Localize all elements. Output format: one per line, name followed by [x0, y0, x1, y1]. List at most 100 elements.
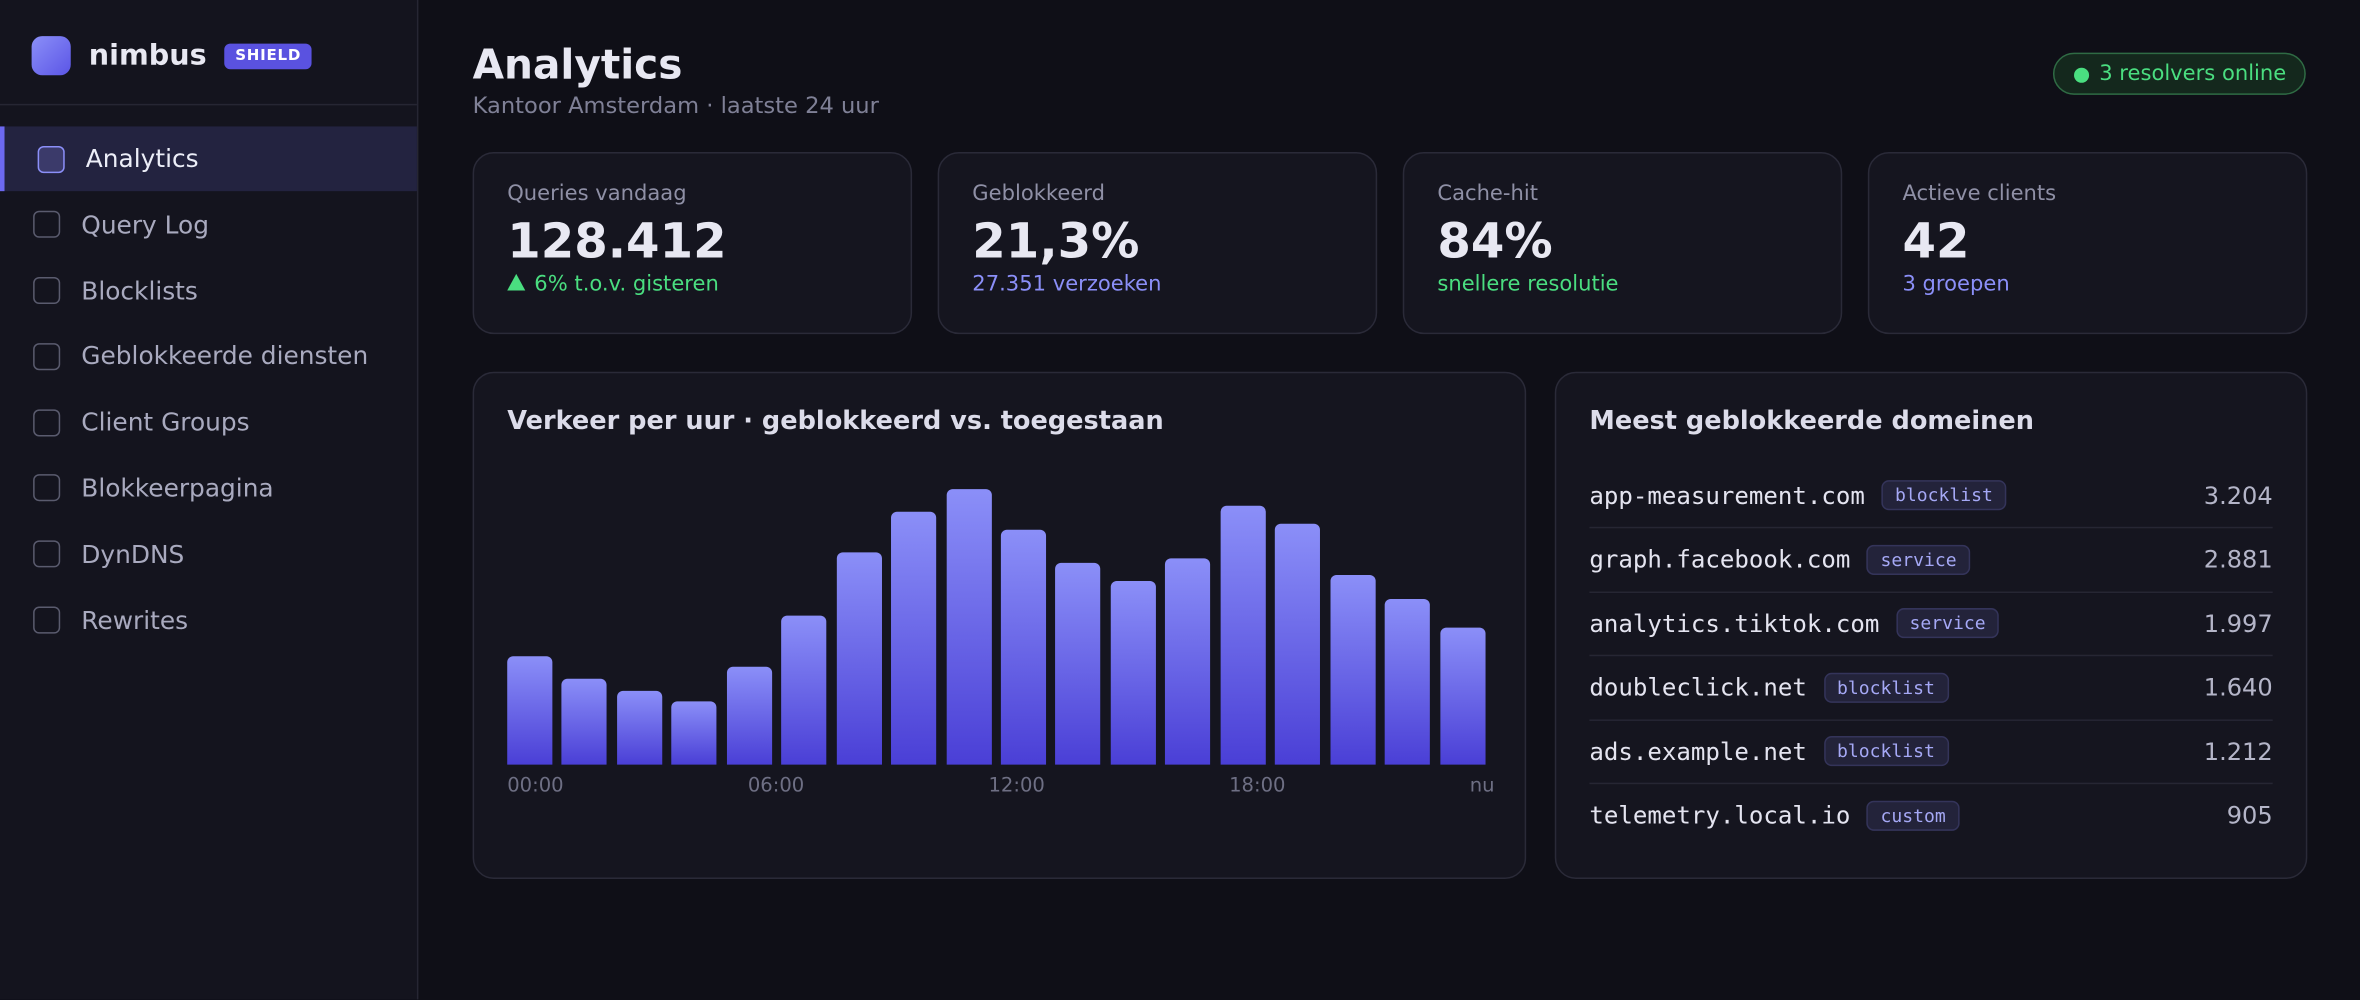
stat-label: Geblokkeerd — [972, 182, 1105, 207]
stat-value: 128.412 — [507, 212, 727, 270]
domain-row: telemetry.local.io custom 905 — [1589, 783, 2273, 846]
nav-icon — [33, 606, 61, 634]
brand: nimbus SHIELD — [31, 36, 312, 76]
nav-label: Client Groups — [81, 408, 250, 437]
x-labels: 00:00 06:00 12:00 18:00 nu — [507, 775, 1494, 798]
sidebar: nimbus SHIELD Analytics Query Log Blocklist… — [0, 0, 419, 1000]
nav-label: Geblokkeerde diensten — [81, 342, 369, 371]
stat-value: 42 — [1902, 212, 1970, 270]
domain: app-measurement.com — [1589, 480, 1865, 510]
domain-count: 905 — [2226, 800, 2273, 830]
domain-row: analytics.tiktok.com service 1.997 — [1589, 592, 2273, 657]
bars — [507, 479, 1494, 765]
bar — [1384, 599, 1431, 765]
note-text: 6% t.o.v. gisteren — [534, 272, 719, 297]
nav-item[interactable]: Analytics — [0, 126, 417, 192]
bar — [507, 656, 553, 765]
bar — [891, 511, 937, 765]
nav-icon — [33, 277, 61, 305]
nav-label: Query Log — [81, 210, 210, 240]
logo — [31, 36, 71, 76]
bar — [616, 690, 663, 765]
domain-tag: service — [1895, 608, 2000, 639]
bar — [1220, 505, 1266, 765]
nav-item[interactable]: Geblokkeerde diensten — [0, 324, 417, 389]
nav: Analytics Query Log Blocklists Geblokkeerde… — [0, 126, 417, 653]
bar — [781, 615, 827, 765]
chart-card: Verkeer per uur · geblokkeerd vs. toeges… — [472, 371, 1527, 879]
domain: telemetry.local.io — [1589, 800, 1851, 830]
stat-label: Cache-hit — [1437, 182, 1538, 207]
bar — [1055, 562, 1101, 765]
bar — [671, 701, 717, 765]
domain-row: graph.facebook.com service 2.881 — [1589, 528, 2273, 593]
bar — [1165, 558, 1211, 765]
nav-label: Blocklists — [81, 276, 198, 305]
stat-card: Geblokkeerd 21,3% 27.351 verzoeken — [937, 152, 1378, 335]
subtitle: Kantoor Amsterdam · laatste 24 uur — [472, 91, 879, 119]
x-label: 18:00 — [1229, 775, 1286, 798]
nav-label: Rewrites — [81, 605, 189, 635]
stat-value: 84% — [1437, 212, 1553, 270]
bar — [836, 552, 882, 765]
nav-item[interactable]: Blocklists — [0, 258, 417, 323]
stat-note: 6% t.o.v. gisteren — [507, 272, 877, 297]
note-text: snellere resolutie — [1437, 272, 1619, 297]
nav-label: DynDNS — [81, 540, 185, 569]
domain: analytics.tiktok.com — [1589, 608, 1880, 638]
stat-card: Cache-hit 84% snellere resolutie — [1402, 152, 1843, 335]
nav-item[interactable]: DynDNS — [0, 522, 417, 587]
note-text: 27.351 verzoeken — [972, 272, 1162, 297]
nav-item[interactable]: Rewrites — [0, 588, 417, 653]
nav-label: Blokkeerpagina — [81, 474, 274, 503]
brand-name: nimbus — [88, 39, 207, 73]
x-label: 06:00 — [747, 775, 805, 798]
badge: SHIELD — [224, 42, 312, 69]
bar — [1275, 523, 1321, 765]
domain-tag: service — [1866, 544, 1971, 575]
stat-card: Queries vandaag 128.412 6% t.o.v. gisteren — [472, 152, 913, 335]
domain-count: 2.881 — [2203, 544, 2273, 574]
status-pill: 3 resolvers online — [2052, 52, 2306, 95]
domain-count: 3.204 — [2203, 480, 2273, 510]
domain-row: app-measurement.com blocklist 3.204 — [1589, 464, 2273, 529]
nav-label: Analytics — [85, 144, 199, 174]
up-arrow — [507, 273, 526, 291]
stat-label: Queries vandaag — [507, 182, 687, 207]
nav-icon — [33, 211, 61, 239]
nav-icon — [37, 145, 65, 173]
domain-tag: blocklist — [1823, 672, 1949, 703]
nav-item[interactable]: Client Groups — [0, 390, 417, 455]
bar — [1439, 627, 1485, 765]
domain-count: 1.212 — [2203, 736, 2273, 766]
nav-icon — [33, 408, 61, 437]
bar — [726, 666, 772, 765]
x-label: nu — [1469, 775, 1495, 798]
domain: graph.facebook.com — [1589, 544, 1851, 574]
domains-title: Meest geblokkeerde domeinen — [1589, 406, 2034, 437]
stat-note: snellere resolutie — [1437, 272, 1807, 296]
bar — [1329, 574, 1376, 765]
stat-label: Actieve clients — [1902, 182, 2057, 207]
stat-note: 3 groepen — [1902, 272, 2272, 296]
bar — [946, 489, 992, 765]
chart-title: Verkeer per uur · geblokkeerd vs. toeges… — [507, 406, 1164, 437]
domain-row: ads.example.net blocklist 1.212 — [1589, 719, 2273, 785]
domains-card: Meest geblokkeerde domeinen app-measurem… — [1554, 371, 2308, 879]
page-title: Analytics — [472, 42, 683, 89]
domain: ads.example.net — [1589, 736, 1807, 766]
nav-item[interactable]: Blokkeerpagina — [0, 456, 417, 521]
domain-count: 1.640 — [2203, 672, 2273, 702]
domain-tag: blocklist — [1823, 735, 1949, 767]
nav-item[interactable]: Query Log — [0, 192, 417, 257]
nav-icon — [33, 474, 61, 502]
domain: doubleclick.net — [1589, 672, 1807, 702]
nav-icon — [33, 342, 61, 371]
bar — [1110, 580, 1156, 765]
domain-count: 1.997 — [2203, 608, 2273, 638]
stat-note: 27.351 verzoeken — [972, 272, 1342, 296]
x-label: 12:00 — [988, 775, 1045, 798]
bar — [562, 678, 608, 765]
divider — [0, 103, 417, 106]
